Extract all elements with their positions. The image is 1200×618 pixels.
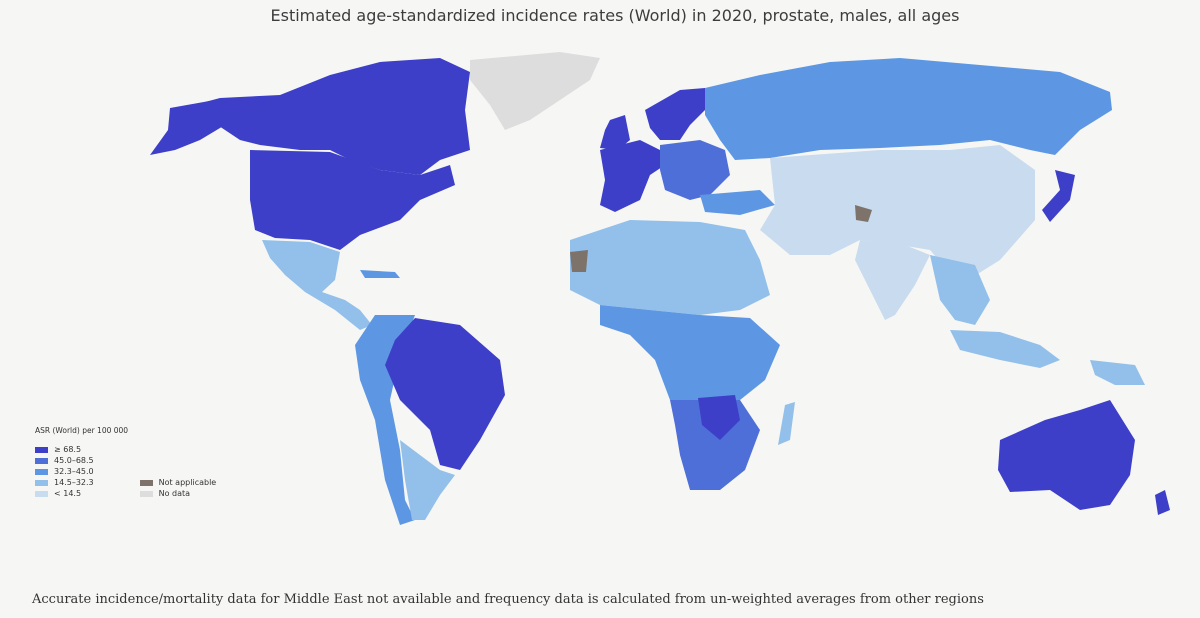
region-south-america-west [355, 315, 415, 525]
legend-swatch [35, 479, 48, 486]
region-alaska [150, 100, 225, 155]
legend-label: No data [158, 489, 191, 498]
region-not-applicable-asia [855, 205, 872, 222]
legend-item: 14.5–32.3 [35, 477, 94, 488]
legend-swatch [35, 446, 48, 453]
region-caribbean [360, 270, 400, 278]
legend-item: 45.0–68.5 [35, 455, 94, 466]
region-southeast-asia [930, 255, 990, 325]
region-north-africa [570, 220, 770, 315]
legend-swatch [139, 490, 153, 497]
legend-label: ≥ 68.5 [54, 445, 82, 454]
map-title: Estimated age-standardized incidence rat… [270, 6, 960, 25]
legend-item: ≥ 68.5 [35, 444, 94, 455]
legend-item: 32.3–45.0 [35, 466, 94, 477]
region-greenland [470, 52, 600, 130]
legend-classes: ≥ 68.5 45.0–68.5 32.3–45.0 14.5–32.3 < 1… [35, 444, 94, 499]
legend-label: Not applicable [158, 478, 217, 487]
legend-extra: Not applicable No data [139, 444, 217, 499]
legend-title: ASR (World) per 100 000 [35, 426, 129, 435]
region-western-europe [600, 140, 665, 212]
legend-item: < 14.5 [35, 488, 94, 499]
legend-item: Not applicable [139, 477, 217, 488]
region-scandinavia [645, 88, 705, 140]
region-western-sahara [570, 250, 588, 272]
region-brazil [385, 318, 505, 470]
legend-label: 32.3–45.0 [54, 467, 94, 476]
region-india [855, 240, 930, 320]
region-australia [998, 400, 1135, 510]
legend-swatch [35, 457, 48, 464]
region-madagascar [778, 402, 795, 445]
region-central-europe [660, 140, 730, 200]
legend-label: 14.5–32.3 [54, 478, 94, 487]
map-legend: ASR (World) per 100 000 ≥ 68.5 45.0–68.5… [35, 426, 216, 499]
region-uk-ireland [600, 115, 630, 150]
region-central-africa [600, 305, 780, 410]
legend-item: No data [139, 488, 217, 499]
legend-swatch [35, 490, 48, 497]
region-russia [705, 58, 1112, 160]
region-zambia-zimbabwe [698, 395, 740, 440]
legend-label: < 14.5 [54, 489, 82, 498]
footnote: Accurate incidence/mortality data for Mi… [32, 592, 984, 607]
region-usa [250, 150, 455, 250]
region-mexico [262, 240, 372, 330]
region-turkey [700, 190, 775, 215]
region-new-guinea [1090, 360, 1145, 385]
region-argentina [400, 440, 455, 520]
region-central-asia [760, 145, 1035, 285]
legend-swatch [139, 479, 153, 486]
region-canada [175, 58, 470, 175]
region-japan [1042, 170, 1075, 222]
legend-label: 45.0–68.5 [54, 456, 94, 465]
region-new-zealand [1155, 490, 1170, 515]
legend-swatch [35, 468, 48, 475]
region-indonesia [950, 330, 1060, 368]
